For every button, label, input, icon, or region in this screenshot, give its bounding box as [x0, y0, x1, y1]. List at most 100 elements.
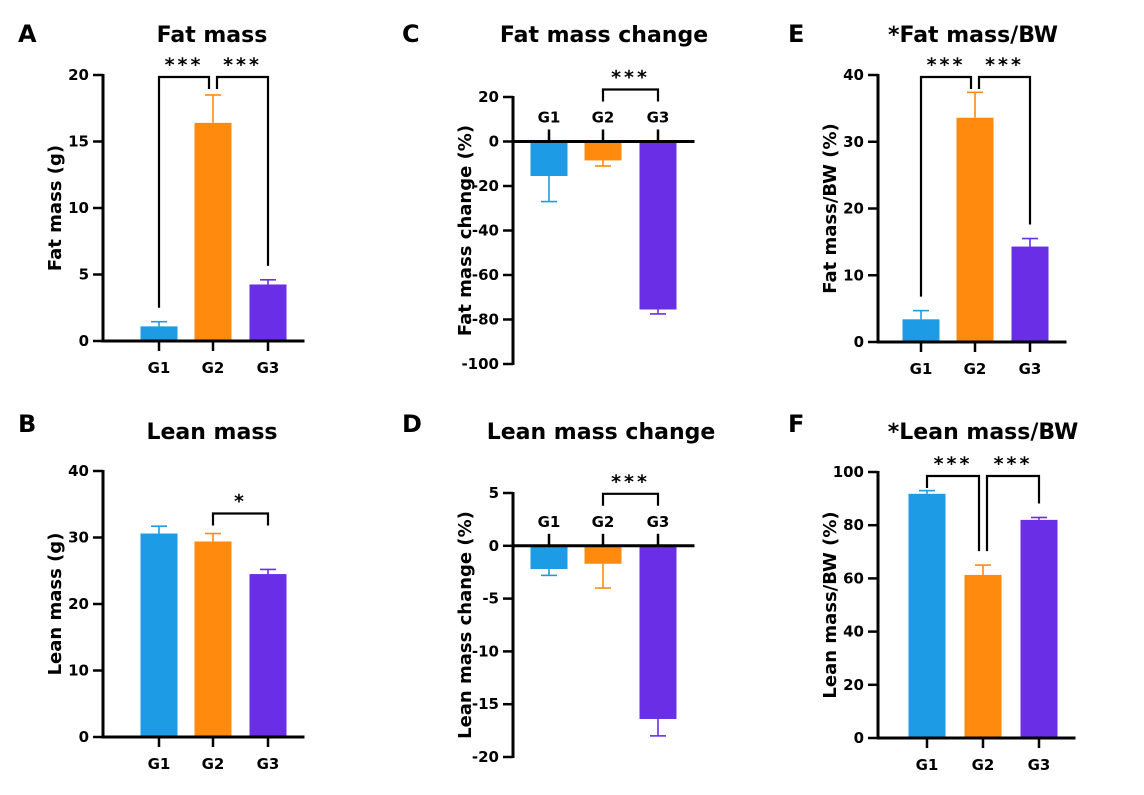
y-axis-label: Fat mass (g) — [45, 145, 66, 271]
bar-g3 — [639, 545, 677, 719]
y-axis-label: Lean mass/BW (%) — [820, 511, 841, 698]
chart-title: Fat mass — [157, 23, 268, 48]
panel-b: B Lean mass Lean mass (g) 0 10 20 30 40 G1 G2 G3 * — [18, 410, 305, 773]
y-tick-label: -20 — [472, 748, 499, 766]
y-tick-label: 5 — [489, 484, 499, 502]
significance-bracket: * — [211, 491, 270, 526]
bar-g2 — [964, 574, 1002, 738]
bar-g3 — [249, 284, 287, 341]
chart-title: *Lean mass/BW — [888, 420, 1078, 445]
error-bar-g2 — [205, 94, 221, 123]
significance-label: *** — [985, 54, 1024, 76]
y-axis-label: Fat mass/BW (%) — [820, 123, 841, 294]
significance-bracket: *** — [215, 54, 270, 266]
significance-label: *** — [934, 453, 973, 475]
panel-letter: A — [18, 20, 37, 48]
error-bar-g3 — [260, 279, 276, 285]
chart-title: Lean mass — [146, 420, 277, 445]
error-bar-g2 — [595, 160, 611, 167]
bracket-line — [601, 492, 660, 506]
y-tick-label: 15 — [68, 133, 89, 151]
significance-bracket: *** — [925, 453, 981, 552]
bracket-line — [157, 75, 211, 308]
error-bar-g1 — [151, 525, 167, 534]
y-tick-label: 0 — [489, 133, 499, 151]
y-tick-label: 30 — [68, 529, 89, 547]
y-tick-label: 100 — [833, 463, 864, 481]
y-tick-label: -20 — [472, 177, 499, 195]
error-bar-g2 — [975, 564, 991, 575]
y-tick-label: 20 — [843, 200, 864, 218]
y-tick-label: -40 — [472, 222, 499, 240]
y-tick-label: 0 — [854, 729, 864, 747]
significance-label: *** — [927, 54, 966, 76]
bar-g2 — [194, 122, 232, 341]
x-tick-label: G1 — [538, 513, 561, 531]
chart-title: *Fat mass/BW — [888, 23, 1058, 48]
bar-g2 — [584, 545, 622, 564]
error-bar-g1 — [151, 320, 167, 327]
error-bar-g1 — [913, 309, 929, 320]
significance-label: *** — [223, 54, 262, 76]
bar-g3 — [639, 141, 677, 310]
error-bar-g3 — [260, 568, 276, 575]
y-tick-label: -5 — [482, 590, 499, 608]
error-bar-g3 — [1031, 516, 1047, 520]
bar-g1 — [908, 493, 946, 738]
panel-f: F *Lean mass/BW Lean mass/BW (%) 0 20 40 60 80 1… — [788, 410, 1078, 774]
y-tick-label: 10 — [68, 662, 89, 680]
y-tick-label: 20 — [843, 676, 864, 694]
significance-label: * — [234, 491, 247, 513]
error-bar-g2 — [967, 91, 983, 118]
y-tick-label: -100 — [461, 355, 499, 373]
bracket-line — [925, 474, 981, 552]
y-tick-label: 40 — [843, 623, 864, 641]
x-tick-label: G3 — [257, 359, 280, 377]
y-axis-label: Lean mass (g) — [45, 533, 66, 676]
y-tick-label: 40 — [68, 462, 89, 480]
x-tick-label: G3 — [647, 513, 670, 531]
bar-g1 — [530, 141, 568, 176]
bar-g1 — [140, 533, 178, 737]
bar-g3 — [1011, 246, 1049, 342]
y-tick-label: 0 — [79, 332, 89, 350]
y-tick-label: 10 — [68, 199, 89, 217]
chart-title: Fat mass change — [500, 23, 708, 48]
significance-bracket: *** — [601, 471, 660, 506]
panel-e: E *Fat mass/BW Fat mass/BW (%) 0 10 20 30 40 G1 G… — [788, 20, 1067, 378]
bar-g2 — [956, 117, 994, 342]
panel-a: A Fat mass Fat mass (g) 0 5 10 15 20 G1 G2 G3 *** **… — [18, 20, 305, 377]
significance-label: *** — [165, 54, 204, 76]
bracket-line — [977, 75, 1032, 225]
significance-bracket: *** — [601, 67, 660, 102]
y-tick-label: 80 — [843, 516, 864, 534]
bar-g1 — [902, 319, 940, 342]
panel-d: D Lean mass change Lean mass change (%) -20… — [402, 410, 715, 766]
y-tick-label: -10 — [472, 642, 499, 660]
y-tick-label: -80 — [472, 311, 499, 329]
x-tick-label: G1 — [910, 360, 933, 378]
x-tick-label: G1 — [148, 359, 171, 377]
panel-c: C Fat mass change Fat mass change (%) -100 -… — [402, 20, 708, 373]
error-bar-g1 — [541, 569, 557, 577]
bar-g3 — [249, 574, 287, 737]
x-tick-label: G3 — [1028, 756, 1051, 774]
bar-g1 — [140, 326, 178, 341]
significance-bracket: *** — [985, 453, 1041, 552]
y-tick-label: 20 — [478, 88, 499, 106]
x-tick-label: G2 — [202, 359, 225, 377]
bracket-line — [215, 75, 270, 266]
error-bar-g2 — [595, 563, 611, 589]
error-bar-g3 — [650, 718, 666, 737]
significance-label: *** — [994, 453, 1033, 475]
bracket-line — [985, 474, 1041, 552]
x-tick-label: G2 — [972, 756, 995, 774]
y-tick-label: 30 — [843, 133, 864, 151]
significance-bracket: *** — [977, 54, 1032, 225]
bracket-line — [919, 75, 973, 297]
bar-g2 — [194, 541, 232, 737]
x-tick-label: G1 — [916, 756, 939, 774]
y-tick-label: 20 — [68, 595, 89, 613]
y-tick-label: -60 — [472, 266, 499, 284]
